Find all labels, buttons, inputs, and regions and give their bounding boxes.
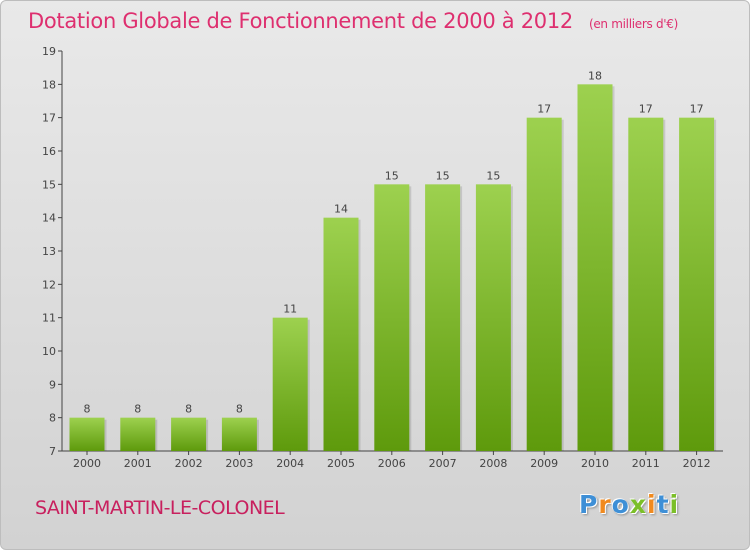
logo-letter: r (598, 490, 612, 519)
y-tick-label: 9 (49, 378, 56, 391)
bar-value-label: 15 (436, 169, 450, 182)
logo-letter: t (656, 490, 670, 519)
x-tick-label: 2003 (225, 457, 253, 470)
bar (69, 417, 105, 451)
logo-letter: o (611, 490, 630, 519)
x-tick-label: 2006 (378, 457, 406, 470)
y-tick-label: 16 (42, 145, 56, 158)
y-tick-label: 12 (42, 278, 56, 291)
y-tick-label: 19 (42, 45, 56, 58)
bar-value-label: 17 (639, 103, 653, 116)
x-tick-label: 2000 (73, 457, 101, 470)
bar (526, 117, 562, 452)
y-tick-label: 14 (42, 212, 56, 225)
x-tick-label: 2001 (124, 457, 152, 470)
bar-value-label: 8 (185, 403, 192, 416)
bar-value-label: 18 (588, 69, 602, 82)
y-tick-label: 10 (42, 345, 56, 358)
logo-letter: x (629, 490, 647, 519)
bar (577, 84, 613, 451)
bar (425, 184, 461, 452)
x-tick-label: 2011 (632, 457, 660, 470)
y-tick-label: 18 (42, 78, 56, 91)
bar (475, 184, 511, 452)
y-tick-label: 7 (49, 445, 56, 458)
bar-value-label: 15 (486, 169, 500, 182)
bar-value-label: 8 (236, 403, 243, 416)
logo-letter: i (669, 490, 680, 519)
bar-value-label: 8 (84, 403, 91, 416)
x-tick-label: 2010 (581, 457, 609, 470)
y-tick-label: 8 (49, 412, 56, 425)
bar-value-label: 15 (385, 169, 399, 182)
y-tick-label: 15 (42, 178, 56, 191)
unit-note: (en milliers d'€) (588, 17, 678, 31)
x-tick-label: 2012 (683, 457, 711, 470)
proxiti-logo: Proxiti (579, 490, 679, 519)
x-tick-label: 2002 (175, 457, 203, 470)
x-tick-label: 2007 (429, 457, 457, 470)
x-tick-label: 2005 (327, 457, 355, 470)
bar (171, 417, 207, 451)
x-tick-label: 2008 (479, 457, 507, 470)
bar (628, 117, 664, 452)
logo-letter: i (647, 490, 657, 519)
bar (679, 117, 715, 452)
bar (221, 417, 257, 451)
bar (323, 217, 359, 451)
bar-value-label: 17 (690, 103, 704, 116)
bar (374, 184, 410, 452)
bar-value-label: 14 (334, 203, 348, 216)
bar (120, 417, 156, 451)
title-text: Dotation Globale de Fonctionnement de 20… (28, 9, 573, 33)
y-tick-label: 13 (42, 245, 56, 258)
logo-letter: P (579, 490, 599, 519)
y-tick-label: 17 (42, 112, 56, 125)
bar (272, 317, 308, 451)
x-tick-label: 2009 (530, 457, 558, 470)
chart-title: Dotation Globale de Fonctionnement de 20… (28, 9, 678, 33)
x-tick-label: 2004 (276, 457, 304, 470)
bar-value-label: 11 (283, 303, 297, 316)
bar-value-label: 17 (537, 103, 551, 116)
bar-value-label: 8 (134, 403, 141, 416)
y-tick-label: 11 (42, 312, 56, 325)
commune-name: SAINT-MARTIN-LE-COLONEL (35, 497, 285, 519)
